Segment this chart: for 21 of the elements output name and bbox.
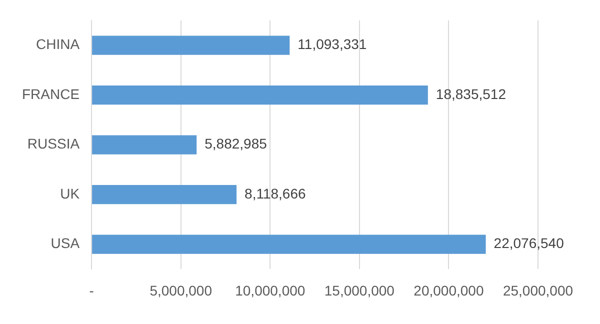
y-tick-label: USA bbox=[50, 235, 80, 252]
y-tick-label: UK bbox=[60, 185, 80, 202]
x-tick-label: 10,000,000 bbox=[235, 282, 306, 298]
x-tick-label: 5,000,000 bbox=[150, 282, 212, 298]
data-label: 18,835,512 bbox=[436, 86, 506, 102]
x-tick-label: 25,000,000 bbox=[502, 282, 574, 298]
x-tick-label: - bbox=[89, 282, 94, 298]
y-tick-label: FRANCE bbox=[22, 86, 80, 102]
x-tick-label: 20,000,000 bbox=[414, 282, 484, 298]
data-label: 5,882,985 bbox=[204, 136, 268, 152]
data-label: 11,093,331 bbox=[298, 36, 367, 52]
data-label: 8,118,666 bbox=[244, 185, 306, 202]
y-tick-label: CHINA bbox=[36, 36, 80, 52]
bar bbox=[92, 234, 486, 254]
bar bbox=[92, 36, 290, 55]
x-tick-label: 15,000,000 bbox=[324, 282, 395, 298]
y-tick-label: RUSSIA bbox=[27, 136, 80, 152]
data-label: 22,076,540 bbox=[494, 235, 564, 252]
bar bbox=[92, 184, 237, 204]
bar bbox=[92, 135, 197, 154]
bar bbox=[92, 85, 428, 105]
